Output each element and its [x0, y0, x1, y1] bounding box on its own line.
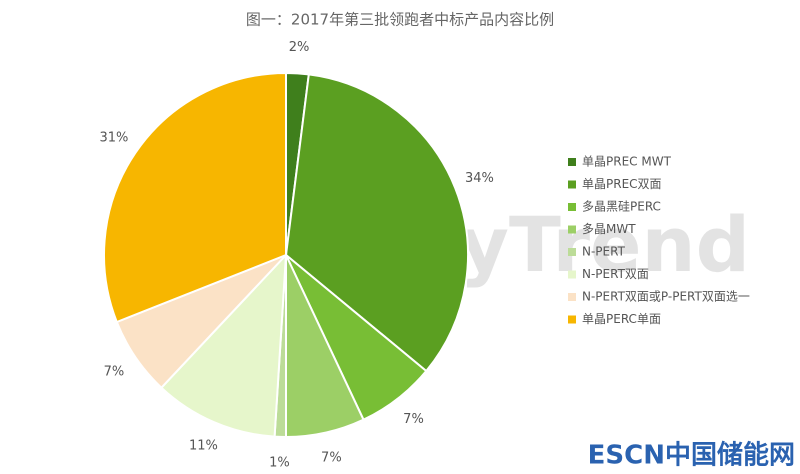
pie-slice [159, 252, 288, 438]
data-label: 11% [189, 438, 218, 453]
data-label: 7% [321, 450, 342, 465]
legend-swatch [568, 203, 576, 211]
legend-swatch [568, 158, 576, 166]
legend-label: 多晶MWT [582, 222, 636, 236]
legend-label: N-PERT [582, 245, 626, 259]
legend-label: 多晶黑硅PERC [582, 200, 661, 214]
chart-title: 图一：2017年第三批领跑者中标产品内容比例 [246, 11, 554, 29]
data-label: 34% [465, 171, 494, 186]
legend-label: 单晶PERC单面 [582, 312, 661, 326]
legend-label: N-PERT双面或P-PERT双面选一 [582, 290, 750, 304]
pie-slice [103, 71, 287, 324]
data-label: 31% [100, 131, 129, 146]
footer-logo: ESCN中国储能网 [588, 440, 795, 471]
legend-swatch [568, 180, 576, 189]
data-label: 7% [403, 412, 424, 427]
legend-label: N-PERT双面 [582, 267, 649, 281]
legend-swatch [568, 293, 576, 301]
legend-label: 单晶PREC双面 [582, 177, 662, 191]
data-label: 2% [289, 40, 310, 55]
legend-swatch [568, 248, 576, 256]
data-label: 1% [269, 455, 290, 470]
data-label: 7% [104, 364, 125, 379]
legend-label: 单晶PREC MWT [582, 155, 672, 169]
legend-swatch [568, 315, 576, 324]
legend-swatch [568, 270, 576, 279]
legend-swatch [568, 225, 576, 234]
pie-slice [284, 73, 469, 373]
